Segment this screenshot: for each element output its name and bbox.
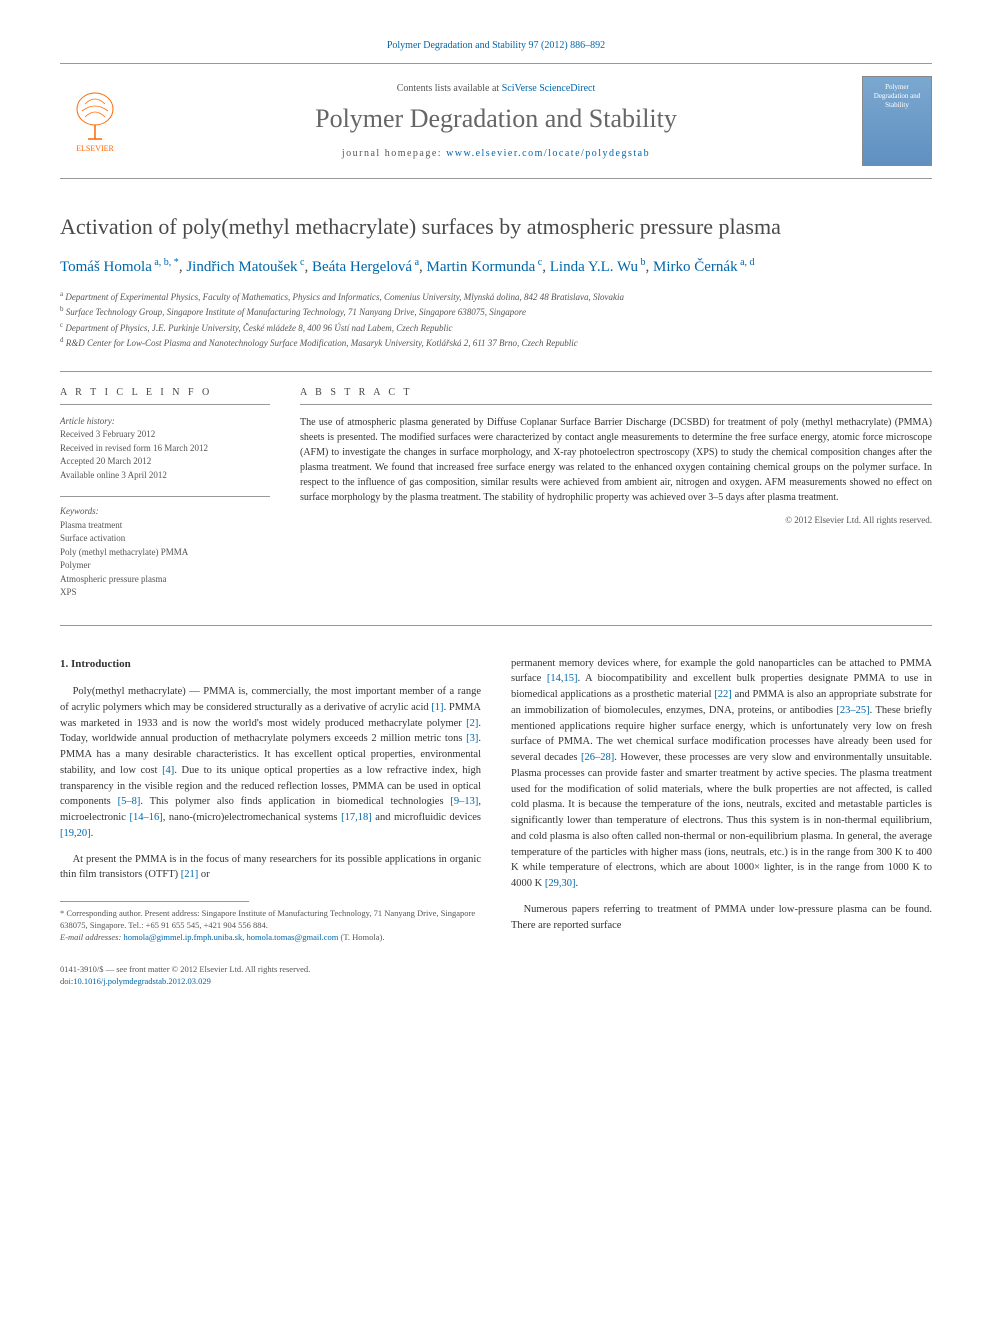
citation-link[interactable]: [4] [162,765,174,776]
header-citation: Polymer Degradation and Stability 97 (20… [60,40,932,51]
affiliation-row: d R&D Center for Low-Cost Plasma and Nan… [60,335,932,351]
sciencedirect-link[interactable]: SciVerse ScienceDirect [502,83,596,94]
footer-bar: 0141-3910/$ — see front matter © 2012 El… [60,964,932,988]
homepage-link[interactable]: www.elsevier.com/locate/polydegstab [446,148,650,159]
keyword: Polymer [60,559,270,573]
citation-link[interactable]: [23–25] [836,705,869,716]
keyword: Plasma treatment [60,519,270,533]
body-column-right: permanent memory devices where, for exam… [511,656,932,944]
citation-link[interactable]: Polymer Degradation and Stability 97 (20… [387,40,605,51]
info-abstract-row: A R T I C L E I N F O Article history: R… [60,371,932,600]
citation-link[interactable]: [9–13] [450,796,478,807]
article-title: Activation of poly(methyl methacrylate) … [60,214,932,240]
author-link[interactable]: Martin Kormunda [427,259,536,275]
citation-link[interactable]: [1] [431,702,443,713]
journal-cover-thumbnail: Polymer Degradation and Stability [862,76,932,166]
abstract-column: A B S T R A C T The use of atmospheric p… [300,387,932,600]
elsevier-logo: ELSEVIER [60,81,130,161]
affiliations: a Department of Experimental Physics, Fa… [60,289,932,351]
email-link[interactable]: homola.tomas@gmail.com [246,932,338,942]
keyword: Atmospheric pressure plasma [60,573,270,587]
email-link[interactable]: homola@gimmel.ip.fmph.uniba.sk [123,932,242,942]
affiliation-row: c Department of Physics, J.E. Purkinje U… [60,320,932,336]
contents-line: Contents lists available at SciVerse Sci… [142,83,850,94]
body-paragraph: Numerous papers referring to treatment o… [511,902,932,934]
affiliation-row: b Surface Technology Group, Singapore In… [60,304,932,320]
divider-rule [60,625,932,626]
keyword: Poly (methyl methacrylate) PMMA [60,546,270,560]
abstract-copyright: © 2012 Elsevier Ltd. All rights reserved… [300,515,932,525]
citation-link[interactable]: [14–16] [129,812,162,823]
author-link[interactable]: Tomáš Homola [60,259,152,275]
citation-link[interactable]: [22] [714,689,732,700]
footnote-separator [60,901,249,902]
citation-link[interactable]: [26–28] [581,752,614,763]
keyword: Surface activation [60,532,270,546]
journal-header: ELSEVIER Contents lists available at Sci… [60,63,932,179]
abstract-text: The use of atmospheric plasma generated … [300,415,932,505]
article-info-column: A R T I C L E I N F O Article history: R… [60,387,270,600]
keyword: XPS [60,586,270,600]
abstract-heading: A B S T R A C T [300,387,932,405]
body-columns: 1. Introduction Poly(methyl methacrylate… [60,656,932,944]
citation-link[interactable]: [3] [466,733,478,744]
citation-link[interactable]: [29,30] [545,878,576,889]
journal-header-center: Contents lists available at SciVerse Sci… [142,83,850,159]
author-link[interactable]: Jindřich Matoušek [186,259,297,275]
keywords-block: Keywords: Plasma treatment Surface activ… [60,496,270,600]
author-link[interactable]: Mirko Černák [653,259,738,275]
journal-title: Polymer Degradation and Stability [142,104,850,134]
body-paragraph: Poly(methyl methacrylate) — PMMA is, com… [60,684,481,842]
author-link[interactable]: Beáta Hergelová [312,259,412,275]
article-history-block: Article history: Received 3 February 201… [60,415,270,483]
author-link[interactable]: Linda Y.L. Wu [550,259,638,275]
citation-link[interactable]: [21] [181,869,199,880]
elsevier-text: ELSEVIER [76,144,114,153]
body-paragraph: permanent memory devices where, for exam… [511,656,932,892]
citation-link[interactable]: [14,15] [547,673,578,684]
citation-link[interactable]: [19,20] [60,828,91,839]
elsevier-tree-icon [70,89,120,144]
introduction-heading: 1. Introduction [60,656,481,673]
journal-homepage: journal homepage: www.elsevier.com/locat… [142,148,850,159]
body-column-left: 1. Introduction Poly(methyl methacrylate… [60,656,481,944]
affiliation-row: a Department of Experimental Physics, Fa… [60,289,932,305]
doi-link[interactable]: 10.1016/j.polymdegradstab.2012.03.029 [73,976,211,986]
citation-link[interactable]: [17,18] [341,812,372,823]
citation-link[interactable]: [5–8] [118,796,141,807]
authors-list: Tomáš Homola a, b, *, Jindřich Matoušek … [60,255,932,279]
citation-link[interactable]: [2] [466,718,478,729]
corresponding-author-footnote: * Corresponding author. Present address:… [60,908,481,944]
body-paragraph: At present the PMMA is in the focus of m… [60,852,481,884]
article-info-heading: A R T I C L E I N F O [60,387,270,405]
